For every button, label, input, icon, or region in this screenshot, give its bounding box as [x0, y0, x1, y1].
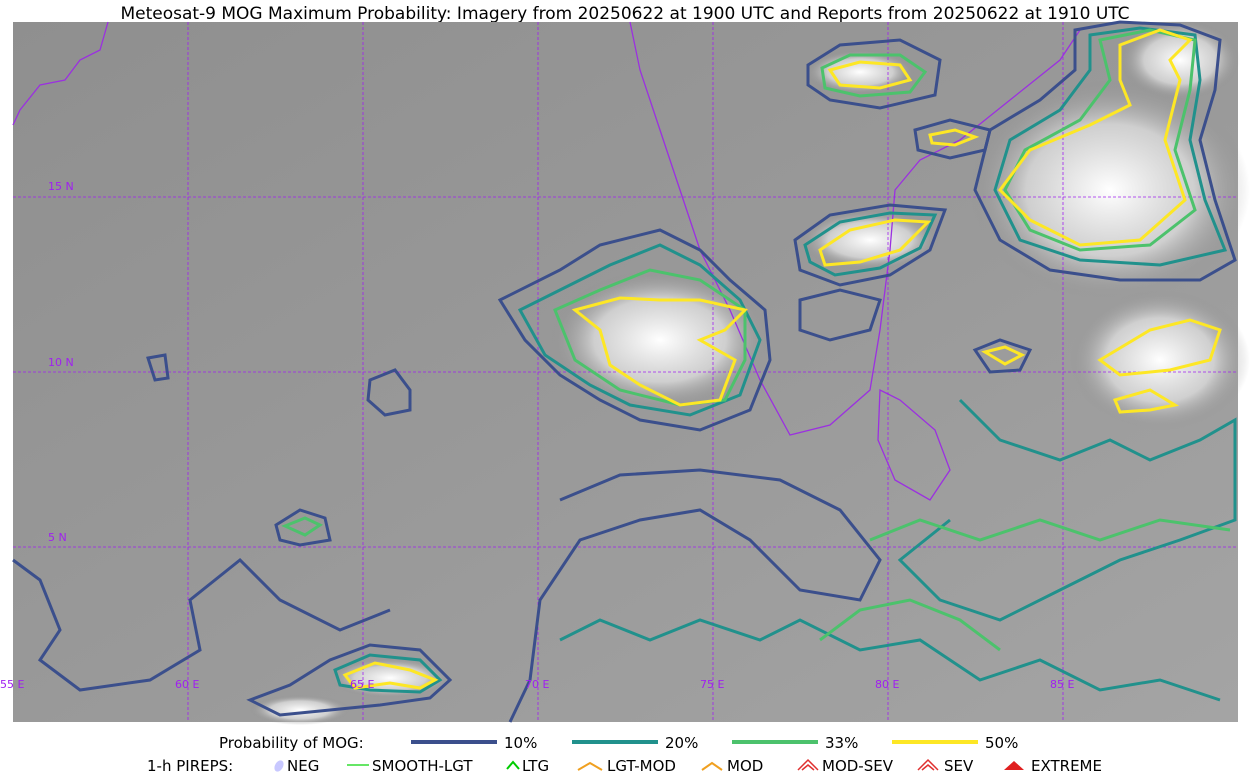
- contour-10: [806, 38, 942, 110]
- contour-50: [1112, 388, 1180, 414]
- lat-label: 5 N: [48, 531, 67, 544]
- contour-10: [973, 20, 1237, 282]
- lon-label: 85 E: [1050, 678, 1074, 691]
- pirep-icon: [797, 758, 819, 771]
- contour-10: [793, 203, 948, 287]
- lon-label: 80 E: [875, 678, 899, 691]
- contour-10: [12, 557, 391, 692]
- contour-33: [819, 598, 1001, 652]
- pirep-icon: [506, 760, 520, 770]
- lon-label: 65 E: [350, 678, 374, 691]
- cloud: [1120, 20, 1240, 100]
- contour-50: [928, 128, 980, 147]
- contour-33: [281, 516, 324, 537]
- lon-label: 55 E: [0, 678, 24, 691]
- contour-10: [366, 368, 412, 417]
- contour-33: [820, 53, 928, 98]
- pirep-icon: [917, 758, 939, 771]
- cloud: [250, 695, 350, 725]
- coastline: [877, 388, 951, 501]
- contour-20: [333, 653, 443, 694]
- contour-50: [998, 28, 1193, 247]
- contour-10: [798, 288, 882, 342]
- lon-label: 75 E: [700, 678, 724, 691]
- pirep-icon: [274, 760, 284, 772]
- title: Meteosat-9 MOG Maximum Probability: Imag…: [120, 4, 1129, 24]
- legend-label: Probability of MOG:: [219, 734, 364, 752]
- contour-10: [146, 353, 170, 382]
- contours: [12, 20, 1237, 723]
- pirep-item: MOD: [727, 757, 763, 775]
- legend-item: 10%: [504, 734, 537, 752]
- pirep-item: MOD-SEV: [822, 757, 894, 775]
- legend: Probability of MOG: 10% 20% 33% 50%: [219, 734, 1018, 752]
- pirep-icon: [701, 761, 723, 771]
- lat-label: 15 N: [48, 180, 74, 193]
- map: 15 N 10 N 5 N 55 E 60 E 65 E 70 E 75 E 8…: [0, 20, 1250, 725]
- contour-50: [981, 345, 1026, 366]
- contour-10: [508, 468, 882, 723]
- contour-20: [803, 211, 938, 277]
- contour-20: [517, 243, 762, 417]
- contour-33: [1003, 28, 1197, 252]
- contour-10: [972, 338, 1033, 374]
- pirep-icon: [577, 761, 603, 771]
- contour-10: [497, 228, 772, 432]
- cloud: [550, 270, 770, 410]
- contour-10: [274, 508, 332, 547]
- pirep-item: NEG: [287, 757, 319, 775]
- contour-50: [818, 218, 932, 267]
- legend-item: 20%: [665, 734, 698, 752]
- contour-50: [827, 60, 913, 90]
- coastline: [12, 21, 109, 126]
- lon-label: 60 E: [175, 678, 199, 691]
- pirep-label: 1-h PIREPS:: [147, 757, 233, 775]
- contour-33: [869, 518, 1231, 542]
- contour-20: [993, 26, 1228, 267]
- contour-33: [553, 268, 747, 407]
- pirep-item: EXTREME: [1031, 757, 1102, 775]
- contour-20: [559, 618, 1221, 702]
- contour-50: [571, 296, 748, 407]
- pirep-item: SEV: [944, 757, 974, 775]
- contour-50: [342, 661, 439, 690]
- pirep-item: SMOOTH-LGT: [372, 757, 473, 775]
- grid: [13, 22, 1238, 722]
- pirep-icon: [1004, 761, 1024, 770]
- legend-item: 33%: [825, 734, 858, 752]
- cloud: [800, 210, 940, 270]
- contour-50: [1097, 318, 1222, 377]
- contour-20: [897, 398, 1237, 622]
- legend-item: 50%: [985, 734, 1018, 752]
- cloud: [805, 50, 915, 94]
- pirep-legend: 1-h PIREPS: NEG SMOOTH-LGT LTG LGT-MOD M…: [147, 757, 1102, 775]
- lon-label: 70 E: [525, 678, 549, 691]
- contour-10: [246, 643, 453, 717]
- pirep-item: LGT-MOD: [607, 757, 676, 775]
- pirep-item: LTG: [522, 757, 549, 775]
- lat-label: 10 N: [48, 356, 74, 369]
